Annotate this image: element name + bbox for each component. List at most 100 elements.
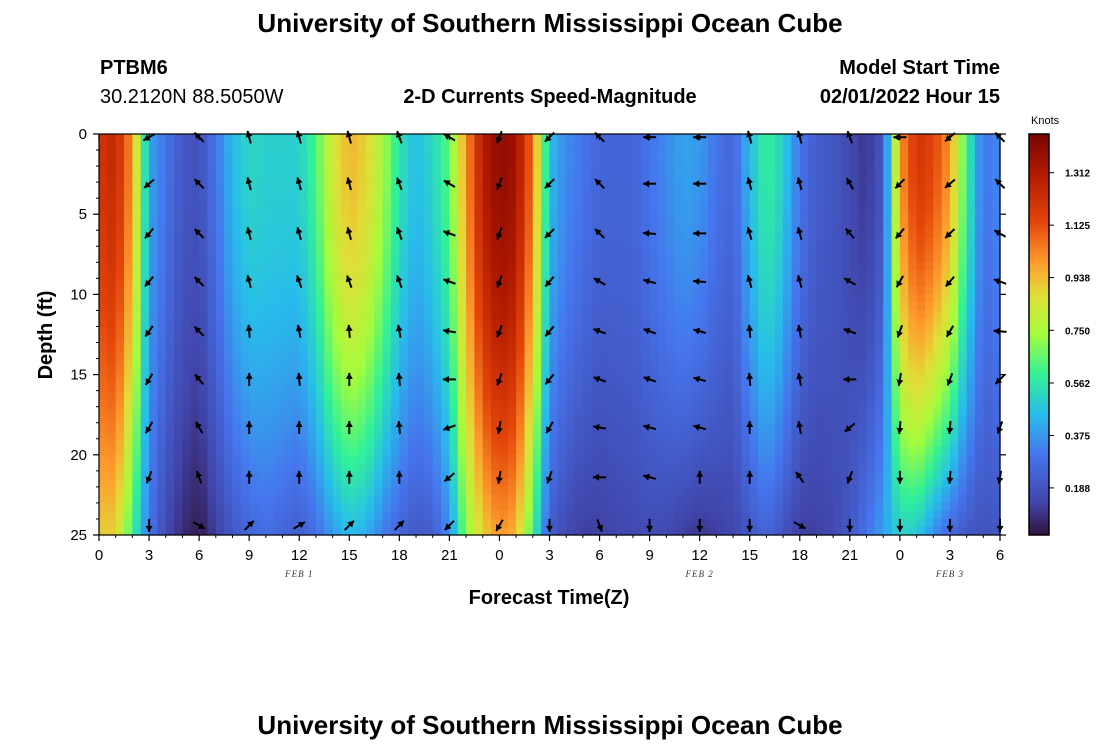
heat-cell xyxy=(224,446,234,456)
heat-cell xyxy=(816,422,826,432)
heat-cell xyxy=(349,462,359,472)
heat-cell xyxy=(340,134,350,143)
heat-cell xyxy=(274,246,284,255)
heat-cell xyxy=(816,398,826,408)
heat-cell xyxy=(174,190,184,199)
heat-cell xyxy=(783,278,793,287)
heat-cell xyxy=(115,366,125,376)
heat-cell xyxy=(432,446,442,456)
heat-cell xyxy=(866,238,876,247)
heat-cell xyxy=(733,270,742,279)
heat-cell xyxy=(649,406,659,416)
heat-cell xyxy=(849,518,859,528)
heat-cell xyxy=(132,510,142,520)
heat-cell xyxy=(641,294,651,304)
heat-cell xyxy=(749,198,759,207)
heat-cell xyxy=(749,398,759,408)
heat-cell xyxy=(758,294,767,304)
heat-cell xyxy=(924,462,934,472)
heat-cell xyxy=(524,510,534,520)
heat-cell xyxy=(582,486,592,496)
heat-cell xyxy=(382,430,392,440)
heat-cell xyxy=(733,302,742,312)
heat-cell xyxy=(791,174,801,183)
heat-cell xyxy=(507,326,517,336)
heat-cell xyxy=(849,310,859,320)
heat-cell xyxy=(107,406,117,416)
heat-cell xyxy=(682,398,692,408)
heat-cell xyxy=(282,430,292,440)
heat-cell xyxy=(399,454,409,464)
heat-cell xyxy=(157,182,167,191)
heat-cell xyxy=(466,198,476,207)
heat-cell xyxy=(582,462,592,472)
heat-cell xyxy=(249,318,259,328)
heat-cell xyxy=(315,214,325,223)
heat-cell xyxy=(666,270,676,279)
heat-cell xyxy=(866,342,876,352)
heat-cell xyxy=(674,302,684,312)
heat-cell xyxy=(349,494,359,504)
heat-cell xyxy=(390,174,400,183)
heat-cell xyxy=(574,278,584,287)
heat-cell xyxy=(199,382,209,392)
heat-cell xyxy=(240,262,250,271)
heat-cell xyxy=(808,206,818,215)
heat-cell xyxy=(916,406,926,416)
heat-cell xyxy=(799,454,809,464)
heat-cell xyxy=(783,510,793,520)
heat-cell xyxy=(224,150,234,159)
heat-cell xyxy=(299,134,309,143)
heat-cell xyxy=(349,382,359,392)
heat-cell xyxy=(349,262,359,271)
heat-cell xyxy=(891,142,901,151)
heat-cell xyxy=(499,486,509,496)
heat-cell xyxy=(766,142,776,151)
heat-cell xyxy=(290,510,300,520)
heat-cell xyxy=(691,166,701,175)
heat-cell xyxy=(466,510,476,520)
heat-cell xyxy=(290,518,300,528)
heat-cell xyxy=(491,206,501,215)
heat-cell xyxy=(365,166,375,175)
heat-cell xyxy=(708,190,717,199)
heat-cell xyxy=(774,150,784,159)
heat-cell xyxy=(274,414,284,424)
heat-cell xyxy=(574,374,584,384)
heat-cell xyxy=(566,358,576,368)
heat-cell xyxy=(616,166,626,175)
heat-cell xyxy=(324,438,334,448)
heat-cell xyxy=(207,174,217,183)
heat-cell xyxy=(132,254,142,263)
heat-cell xyxy=(207,390,217,400)
heat-cell xyxy=(115,310,125,320)
heat-cell xyxy=(599,262,609,271)
heat-cell xyxy=(399,342,409,352)
heat-cell xyxy=(482,206,492,215)
heat-cell xyxy=(916,198,926,207)
heat-cell xyxy=(107,222,117,231)
heat-cell xyxy=(582,134,592,143)
heat-cell xyxy=(649,382,659,392)
heat-cell xyxy=(157,414,167,424)
heat-cell xyxy=(799,222,809,231)
heat-cell xyxy=(682,190,692,199)
heat-cell xyxy=(99,318,108,328)
heat-cell xyxy=(132,230,142,239)
heat-cell xyxy=(165,350,175,360)
heat-cell xyxy=(607,142,617,151)
heat-cell xyxy=(649,294,659,304)
heat-cell xyxy=(482,462,492,472)
heat-cell xyxy=(282,286,292,295)
heat-cell xyxy=(733,230,742,239)
heat-cell xyxy=(240,350,250,360)
heat-cell xyxy=(399,142,409,151)
heat-cell xyxy=(457,286,467,295)
heat-cell xyxy=(274,334,284,344)
heat-cell xyxy=(107,502,117,512)
heat-cell xyxy=(833,462,843,472)
heat-cell xyxy=(174,198,184,207)
heat-cell xyxy=(374,334,384,344)
heat-cell xyxy=(290,366,300,376)
heat-cell xyxy=(708,230,717,239)
